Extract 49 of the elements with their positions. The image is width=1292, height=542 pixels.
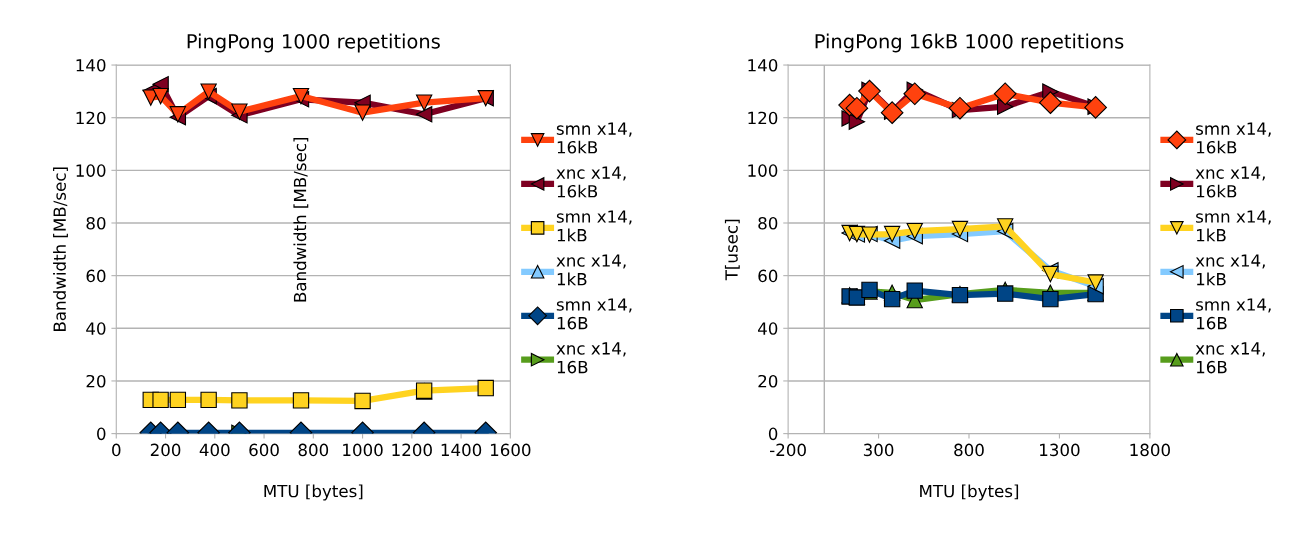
legend-label: xnc x14, 1kB bbox=[1195, 254, 1265, 286]
y-tick-label: 80 bbox=[758, 216, 778, 230]
y-tick-label: 80 bbox=[86, 216, 106, 230]
legend-label: smn x14, 1kB bbox=[1196, 210, 1271, 242]
x-tick-label: 1000 bbox=[343, 443, 383, 457]
y-tick-label: 120 bbox=[748, 111, 778, 125]
x-tick-label: 1600 bbox=[490, 443, 531, 457]
annotation: Bandwidth [MB/sec] bbox=[293, 137, 309, 302]
x-tick-label: 600 bbox=[249, 443, 279, 457]
y-tick-label: 100 bbox=[748, 164, 778, 177]
x-axis-title: MTU [bytes] bbox=[264, 484, 363, 501]
x-tick-label: 200 bbox=[150, 443, 181, 457]
legend-label: xnc x14, 16kB bbox=[556, 166, 626, 198]
y-tick-label: 60 bbox=[86, 269, 106, 283]
y-tick-label: 20 bbox=[86, 374, 106, 388]
y-axis-title: Bandwidth [MB/sec] bbox=[53, 167, 68, 331]
x-tick-label: 800 bbox=[954, 443, 984, 457]
y-tick-label: 20 bbox=[758, 374, 778, 388]
legend-label: xnc x14, 16B bbox=[556, 342, 626, 374]
x-tick-label: 1400 bbox=[441, 443, 482, 457]
x-tick-label: 1300 bbox=[1040, 443, 1080, 457]
legend-label: smn x14, 16B bbox=[556, 298, 632, 330]
x-tick-label: -200 bbox=[770, 443, 806, 457]
y-tick-label: 0 bbox=[97, 427, 106, 441]
legend-label: smn x14, 16B bbox=[1196, 298, 1271, 330]
x-tick-label: 400 bbox=[199, 443, 230, 457]
legend-label: xnc x14, 16B bbox=[1195, 342, 1265, 374]
y-tick-label: 140 bbox=[748, 59, 778, 72]
x-tick-label: 0 bbox=[112, 443, 121, 457]
x-tick-label: 800 bbox=[298, 443, 329, 457]
legend-label: xnc x14, 1kB bbox=[556, 254, 626, 286]
chart-title: PingPong 1000 repetitions bbox=[187, 33, 440, 53]
y-axis-title: T[usec] bbox=[724, 219, 740, 281]
y-tick-label: 140 bbox=[76, 59, 106, 72]
x-axis-title: MTU [bytes] bbox=[920, 484, 1019, 501]
legend-label: smn x14, 1kB bbox=[556, 210, 632, 242]
y-tick-label: 40 bbox=[86, 322, 106, 335]
y-tick-label: 40 bbox=[758, 322, 778, 335]
legend-label: xnc x14, 16kB bbox=[1195, 166, 1265, 198]
x-tick-label: 1800 bbox=[1130, 443, 1170, 457]
y-tick-label: 100 bbox=[76, 164, 106, 177]
x-tick-label: 300 bbox=[863, 443, 894, 457]
x-tick-label: 1200 bbox=[392, 443, 432, 457]
legend-label: smn x14, 16kB bbox=[1196, 122, 1271, 154]
y-tick-label: 0 bbox=[768, 427, 778, 441]
chart-title: PingPong 16kB 1000 repetitions bbox=[815, 33, 1124, 53]
legend-label: smn x14, 16kB bbox=[556, 122, 632, 154]
y-tick-label: 120 bbox=[76, 111, 106, 125]
y-tick-label: 60 bbox=[758, 269, 778, 283]
